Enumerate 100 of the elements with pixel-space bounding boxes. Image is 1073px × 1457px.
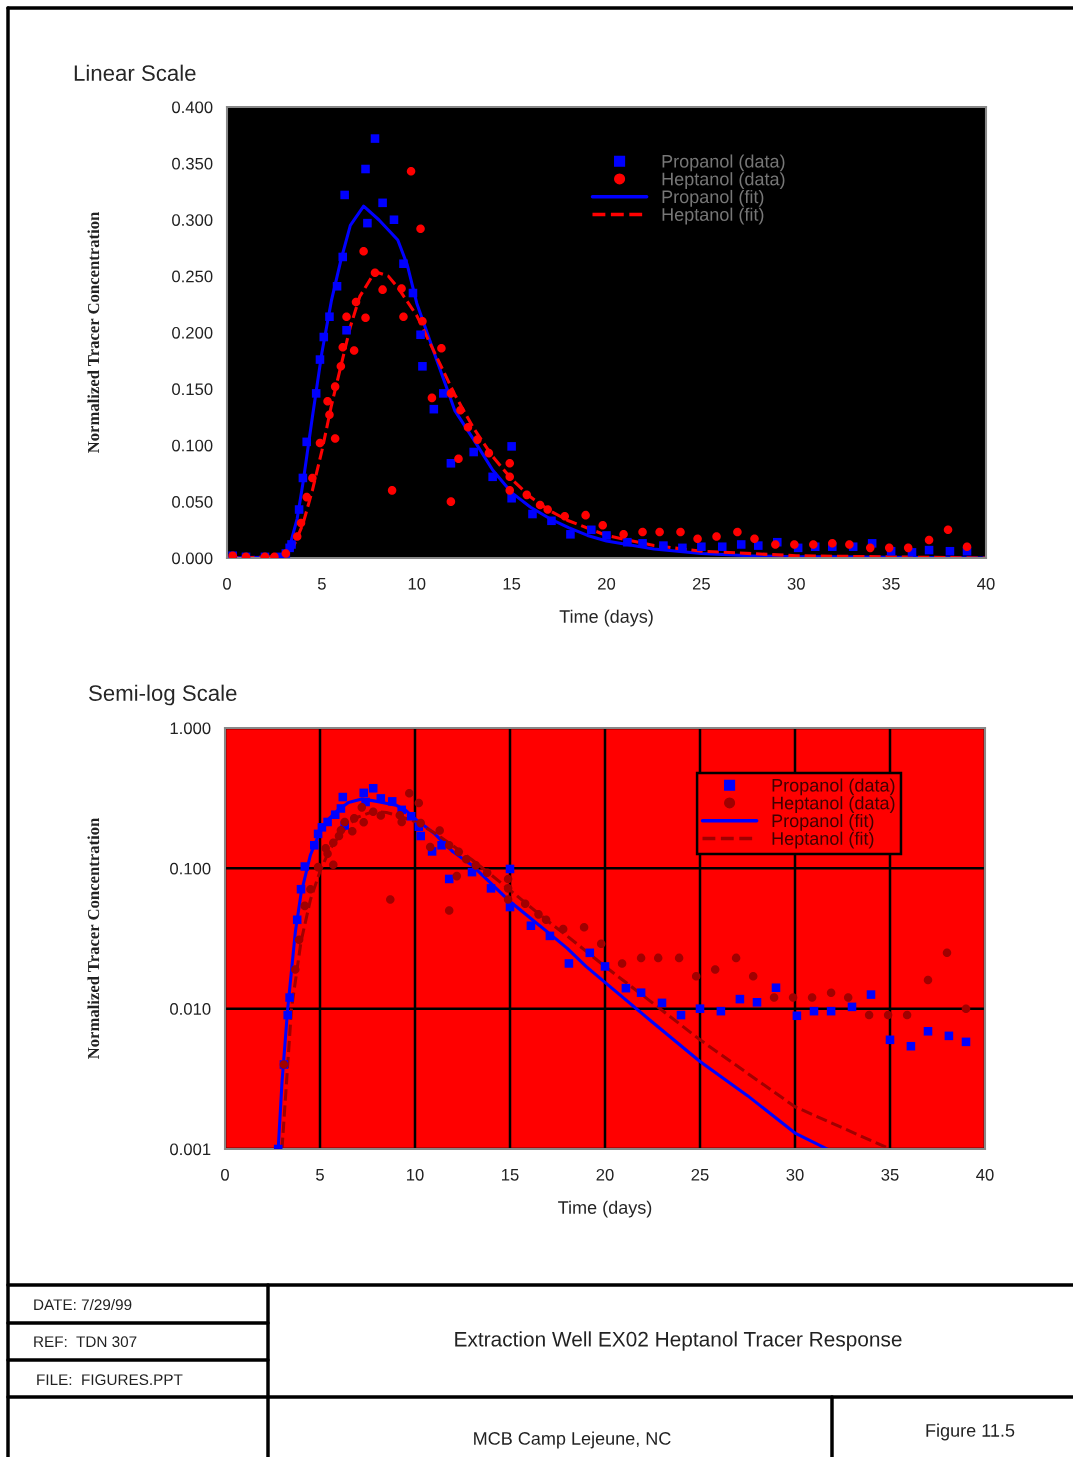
point [697, 542, 706, 552]
legend-label: Propanol (data) [662, 154, 785, 172]
legend-label: Heptanol (fit) [662, 207, 764, 225]
point [319, 332, 329, 342]
x-tick-label: 20 [598, 577, 616, 590]
x-tick-label: 0 [221, 1168, 229, 1181]
x-tick-label: 10 [408, 577, 426, 590]
x-axis-title: Time (days) [558, 1200, 652, 1218]
point [416, 330, 425, 340]
point [302, 437, 311, 447]
text: MCB Camp Lejeune, NC [474, 1431, 671, 1449]
text: Extraction Well EX02 Heptanol Tracer Response [455, 1331, 902, 1351]
point [526, 921, 536, 930]
y-tick-label: 0.200 [172, 326, 213, 339]
point [437, 840, 446, 850]
point [547, 516, 556, 526]
text: REF: TDN 307 [34, 1336, 137, 1348]
x-tick-label: 30 [786, 1168, 804, 1181]
x-tick-label: 25 [692, 577, 710, 590]
x-tick-label: 20 [596, 1168, 614, 1181]
y-tick-label: 0.300 [172, 214, 213, 226]
x-tick-label: 40 [976, 1168, 994, 1181]
point [659, 541, 668, 550]
point [792, 1011, 802, 1021]
point [406, 811, 416, 821]
point [507, 442, 516, 451]
point [387, 797, 397, 806]
y-tick-label: 0.400 [172, 101, 213, 114]
y-tick-label: 0.250 [172, 270, 213, 283]
chart-title: Linear Scale [74, 64, 196, 81]
x-tick-label: 15 [503, 578, 521, 590]
point [754, 541, 763, 550]
point [418, 362, 427, 371]
x-tick-label: 5 [316, 1169, 324, 1181]
point [338, 252, 348, 262]
x-tick-label: 15 [502, 1169, 519, 1181]
point [294, 505, 304, 514]
point [378, 198, 387, 208]
y-tick-label: 0.350 [172, 157, 213, 170]
x-tick-label: 5 [317, 578, 326, 590]
point [399, 259, 408, 268]
y-tick-label: 0.050 [172, 496, 213, 508]
x-tick-label: 25 [691, 1168, 709, 1181]
point [363, 218, 372, 228]
point [370, 134, 380, 143]
point [636, 988, 646, 997]
y-axis-title: Normalized Tracer Concentration [87, 817, 100, 1059]
point [717, 542, 727, 552]
point [376, 794, 386, 803]
point [340, 190, 349, 200]
point [416, 831, 425, 841]
point [469, 447, 478, 457]
point [906, 1041, 916, 1051]
y-tick-label: 0.010 [170, 1003, 211, 1015]
point [389, 215, 399, 225]
point [315, 355, 325, 364]
legend-label: Heptanol (fit) [772, 831, 874, 849]
x-tick-label: 35 [881, 1168, 899, 1181]
point [638, 539, 647, 548]
point [300, 862, 310, 871]
point [310, 840, 319, 850]
point [602, 531, 611, 540]
x-tick-label: 35 [882, 577, 900, 590]
point [359, 788, 368, 798]
y-tick-label: 0.100 [172, 439, 213, 452]
point [564, 959, 574, 968]
y-axis-title: Normalized Tracer Concentration [87, 211, 100, 453]
y-tick-label: 0.000 [172, 552, 213, 565]
point [507, 493, 516, 503]
point [623, 537, 632, 547]
point [923, 1027, 933, 1036]
point [587, 525, 596, 535]
y-tick-label: 0.001 [170, 1143, 211, 1156]
x-tick-label: 0 [223, 577, 231, 590]
point [292, 915, 302, 925]
y-tick-label: 0.150 [172, 383, 213, 396]
point [566, 530, 575, 539]
y-tick-label: 1.000 [170, 722, 211, 735]
x-tick-label: 30 [787, 577, 805, 590]
x-tick-label: 40 [977, 577, 995, 590]
point [439, 389, 448, 398]
point [771, 983, 781, 993]
point [446, 459, 456, 468]
point [600, 962, 610, 971]
legend-label: Propanol (fit) [772, 813, 874, 831]
chart-title: Semi-log Scale [89, 684, 237, 706]
point [695, 1004, 705, 1013]
x-axis-title: Time (days) [559, 609, 653, 627]
point [311, 389, 321, 398]
point [283, 1010, 292, 1020]
x-tick-label: 10 [407, 1168, 424, 1181]
point [752, 998, 762, 1007]
point [285, 993, 294, 1002]
point [342, 325, 351, 335]
point [368, 783, 378, 793]
text: FILE: FIGURES.PPT [37, 1374, 183, 1386]
legend-label: Heptanol (data) [662, 172, 785, 190]
legend-label: Heptanol (data) [772, 796, 895, 814]
point [323, 817, 332, 827]
point [287, 540, 296, 549]
